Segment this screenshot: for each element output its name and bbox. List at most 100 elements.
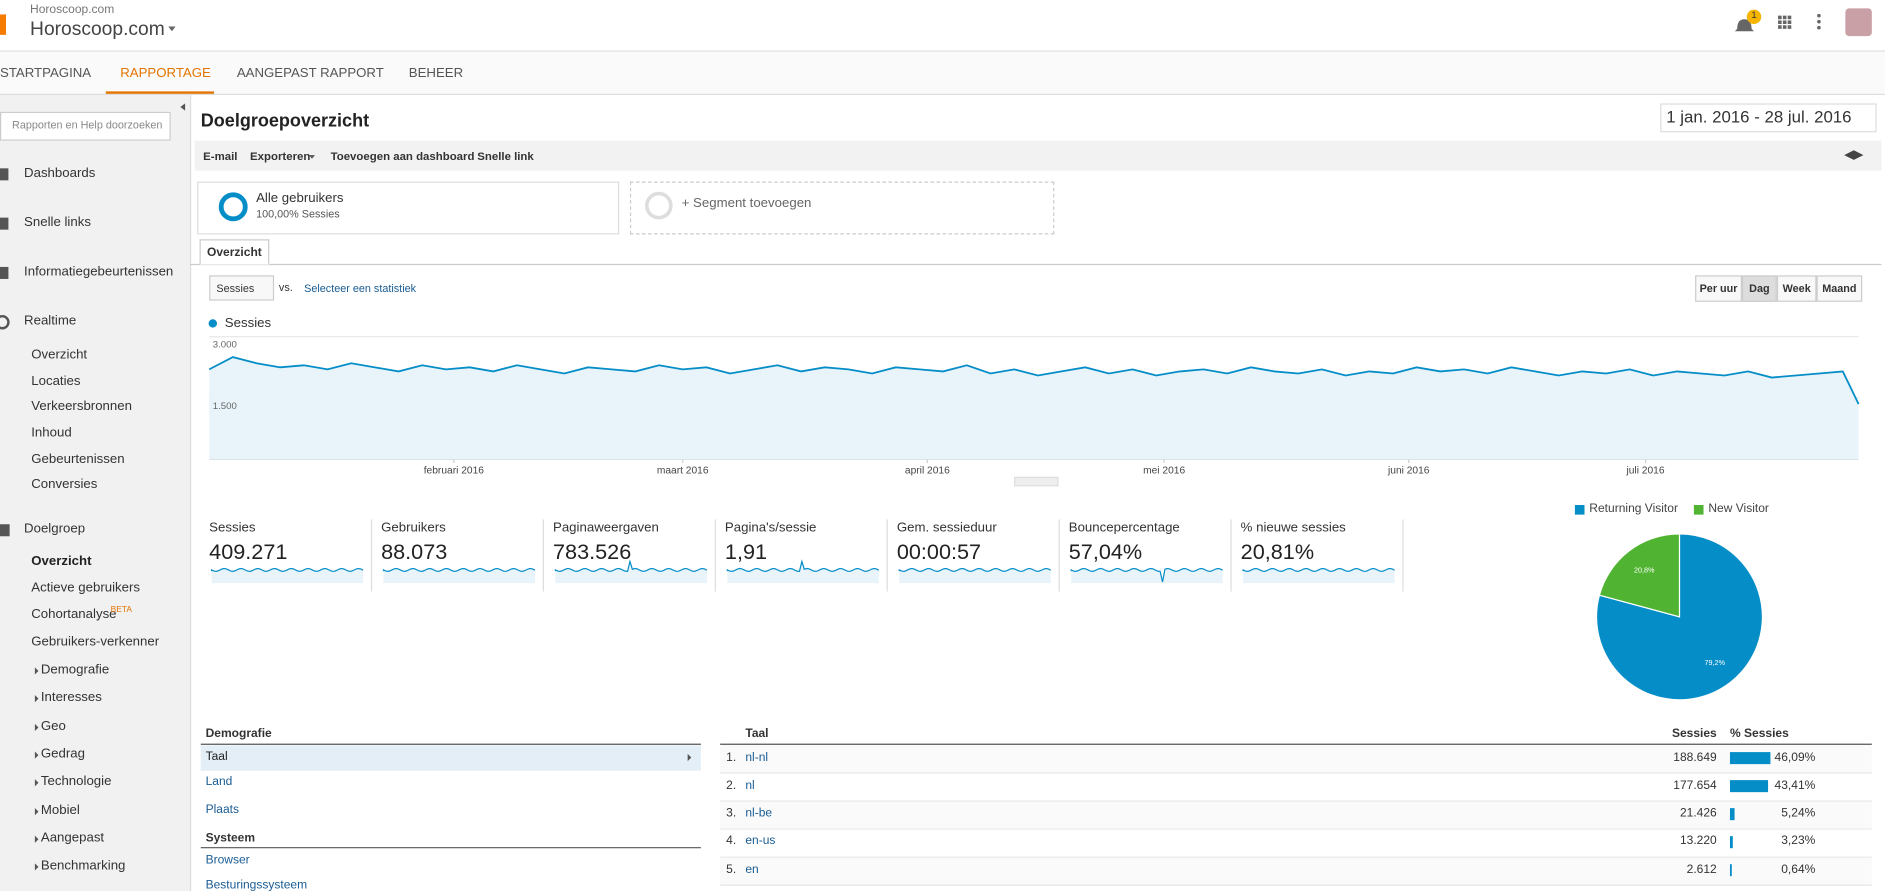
sparkline xyxy=(210,567,364,572)
tab[interactable]: Overzicht xyxy=(199,239,270,265)
sidebar-subitem[interactable]: Overzicht xyxy=(31,554,92,569)
sidebar-section[interactable]: Interesses xyxy=(40,690,102,705)
demo-item[interactable]: Plaats xyxy=(205,803,239,817)
sidebar-section[interactable]: Aangepast xyxy=(40,830,105,846)
segment-box[interactable] xyxy=(197,181,620,235)
sidebar-subitem[interactable]: Actieve gebruikers xyxy=(31,580,141,596)
sidebar-subitem[interactable]: Cohortanalyse xyxy=(31,607,117,622)
sidebar-subitem[interactable]: Conversies xyxy=(31,477,98,492)
sparkline xyxy=(1070,567,1223,583)
sidebar-item[interactable]: Doelgroep xyxy=(24,521,86,537)
search-placeholder: Rapporten en Help doorzoeken xyxy=(12,119,163,132)
toolbar-item[interactable]: E-mail xyxy=(203,150,238,164)
legend-label: New Visitor xyxy=(1708,502,1769,516)
demo-item[interactable]: Besturingssysteem xyxy=(205,878,308,891)
collapse-arrow xyxy=(180,103,186,111)
granularity-button[interactable]: Week xyxy=(1776,275,1817,302)
sidebar-section[interactable]: Demografie xyxy=(40,662,110,677)
date-range[interactable]: 1 jan. 2016 - 28 jul. 2016 xyxy=(1660,103,1877,133)
apps-icon xyxy=(1778,20,1782,25)
share-bar xyxy=(1729,780,1769,793)
nav-tab[interactable]: AANGEPAST RAPPORT xyxy=(236,66,384,81)
sidebar-section[interactable]: Mobiel xyxy=(40,803,80,818)
nav-icon xyxy=(0,266,9,279)
row-share: 46,09% xyxy=(1774,750,1816,765)
sidebar-section[interactable]: Benchmarking xyxy=(40,858,126,873)
sidebar-bg xyxy=(0,94,192,891)
x-tick-label: maart 2016 xyxy=(656,464,709,477)
apps-icon xyxy=(1787,20,1792,25)
sparkline-area xyxy=(555,561,707,584)
table-header: % Sessies xyxy=(1729,727,1789,741)
add-segment-box[interactable] xyxy=(629,181,1055,235)
table-header: Sessies xyxy=(1671,727,1717,741)
pie-label: 79,2% xyxy=(1705,658,1726,667)
add-segment-ring xyxy=(644,191,673,220)
x-tick-label: april 2016 xyxy=(904,464,950,477)
metric-label: Pagina's/sessie xyxy=(724,520,817,536)
demo-item[interactable]: Land xyxy=(205,775,233,789)
sparkline xyxy=(726,559,880,572)
metric-value: 783.526 xyxy=(553,539,632,564)
site-name[interactable]: Horoscoop.com xyxy=(30,19,165,40)
realtime-icon xyxy=(0,315,10,330)
row-label[interactable]: en-us xyxy=(745,834,776,849)
row-share: 0,64% xyxy=(1781,862,1816,877)
granularity-button[interactable]: Maand xyxy=(1816,275,1863,302)
legend-dot xyxy=(208,319,217,328)
bell-icon xyxy=(1734,19,1755,32)
search-box[interactable] xyxy=(0,111,171,141)
sparkline-area xyxy=(1243,568,1395,584)
granularity-button[interactable]: Per uur xyxy=(1695,275,1742,302)
sidebar-item[interactable]: Snelle links xyxy=(24,215,91,230)
sidebar-subitem[interactable]: Inhoud xyxy=(31,425,72,441)
metric-label: Gebruikers xyxy=(381,520,446,536)
row-share: 5,24% xyxy=(1781,806,1816,821)
nav-tab[interactable]: STARTPAGINA xyxy=(0,66,92,81)
sidebar-subitem[interactable]: Gebruikers-verkenner xyxy=(31,634,160,650)
row-rank: 5. xyxy=(726,862,737,877)
sidebar-section[interactable]: Gedrag xyxy=(40,746,85,762)
row-label[interactable]: nl-nl xyxy=(745,750,769,765)
sidebar-item[interactable]: Informatiegebeurtenissen xyxy=(24,264,174,279)
toolbar-bg xyxy=(194,140,1882,171)
row-label[interactable]: nl xyxy=(745,778,755,793)
sidebar-item[interactable]: Realtime xyxy=(24,313,77,329)
toolbar-item[interactable]: Toevoegen aan dashboard xyxy=(330,150,475,164)
add-segment: + Segment toevoegen xyxy=(681,195,812,211)
demo-item[interactable]: Browser xyxy=(205,853,250,867)
nav-tab[interactable]: RAPPORTAGE xyxy=(120,66,211,81)
chart-collapse xyxy=(1014,476,1059,487)
sidebar-section[interactable]: Geo xyxy=(40,719,66,734)
sidebar-section[interactable]: Technologie xyxy=(40,774,112,789)
metric-label: Paginaweergaven xyxy=(553,520,659,536)
sparkline xyxy=(898,567,1051,572)
metric-label: % nieuwe sessies xyxy=(1240,520,1346,536)
sidebar-subitem[interactable]: Verkeersbronnen xyxy=(31,399,132,414)
toolbar-item[interactable]: Exporteren xyxy=(250,150,311,164)
nav-tab[interactable]: BEHEER xyxy=(408,66,464,81)
row-label[interactable]: nl-be xyxy=(745,806,773,821)
vs-label: vs. xyxy=(278,281,293,294)
table-row xyxy=(720,857,1872,886)
row-sessions: 2.612 xyxy=(1686,862,1717,877)
granularity-button[interactable]: Dag xyxy=(1741,275,1777,302)
metric-select[interactable]: Sessies xyxy=(209,275,275,301)
demo-item[interactable]: Taal xyxy=(205,750,228,764)
sidebar-item[interactable]: Dashboards xyxy=(24,165,96,181)
metric-value: 409.271 xyxy=(209,539,288,564)
select-stat-link[interactable]: Selecteer een statistiek xyxy=(304,282,417,295)
toolbar-item[interactable]: Snelle link xyxy=(477,150,534,164)
sidebar-subitem[interactable]: Overzicht xyxy=(31,347,88,362)
sidebar-subitem[interactable]: Locaties xyxy=(31,373,81,389)
row-share: 43,41% xyxy=(1774,778,1816,793)
row-label[interactable]: en xyxy=(745,862,759,877)
row-sessions: 13.220 xyxy=(1679,834,1717,849)
metric-label: Gem. sessieduur xyxy=(896,520,997,536)
caret xyxy=(168,26,176,32)
share-bar xyxy=(1729,836,1733,849)
sparkline-area xyxy=(383,568,535,584)
metric-label: Sessies xyxy=(209,520,256,536)
sidebar-subitem[interactable]: Gebeurtenissen xyxy=(31,452,125,467)
x-tick-label: juli 2016 xyxy=(1626,464,1665,477)
